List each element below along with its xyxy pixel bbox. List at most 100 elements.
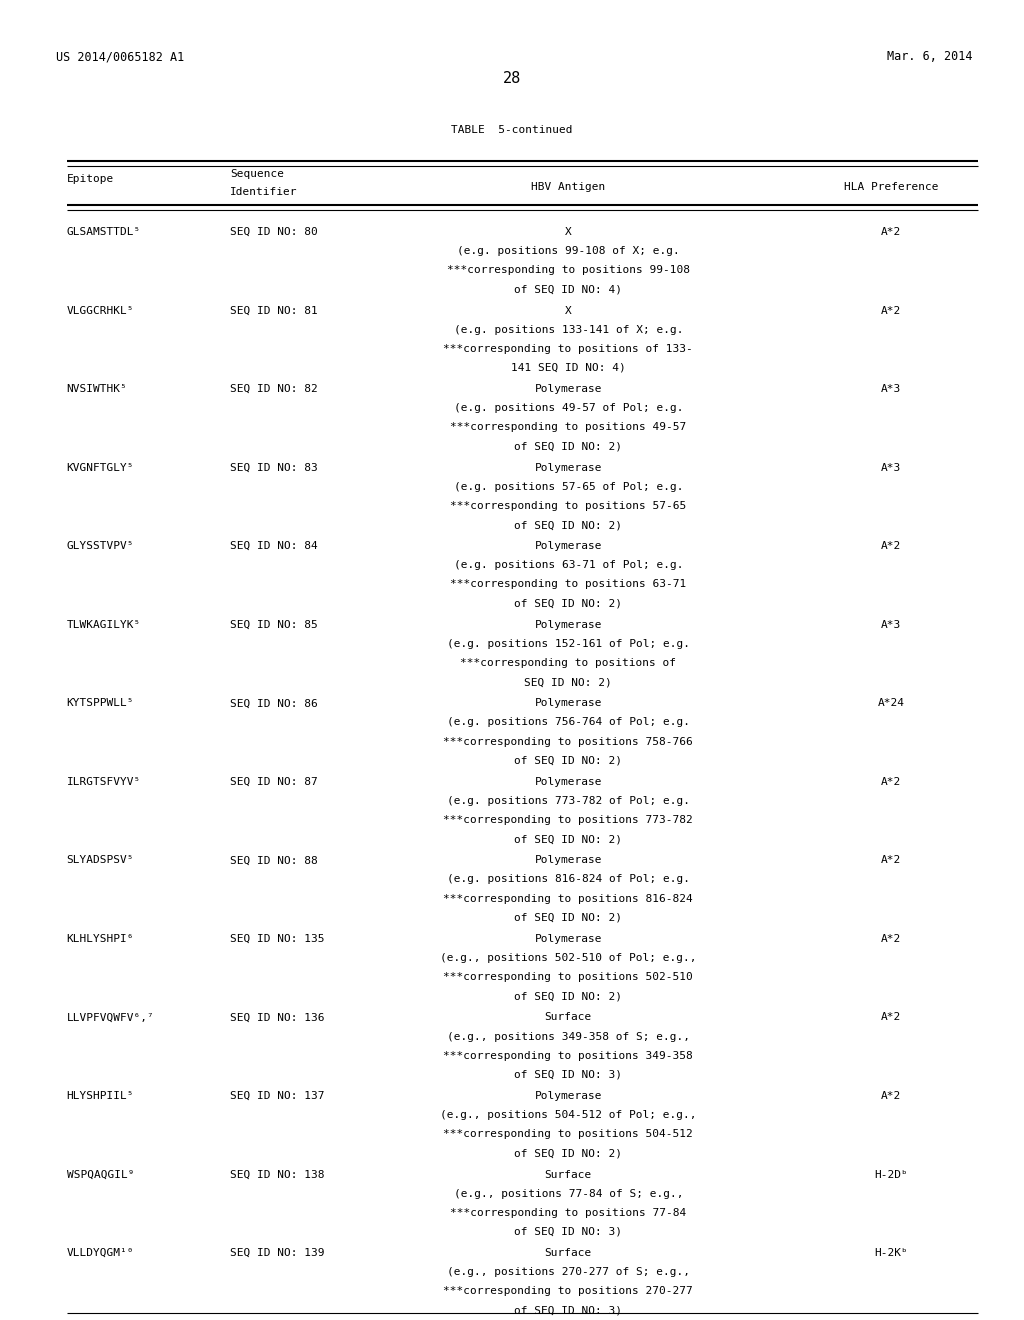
Text: SEQ ID NO: 85: SEQ ID NO: 85 xyxy=(230,620,318,630)
Text: SEQ ID NO: 87: SEQ ID NO: 87 xyxy=(230,776,318,787)
Text: SEQ ID NO: 88: SEQ ID NO: 88 xyxy=(230,855,318,866)
Text: SEQ ID NO: 83: SEQ ID NO: 83 xyxy=(230,463,318,473)
Text: 28: 28 xyxy=(503,71,521,86)
Text: of SEQ ID NO: 2): of SEQ ID NO: 2) xyxy=(514,834,623,845)
Text: of SEQ ID NO: 2): of SEQ ID NO: 2) xyxy=(514,913,623,923)
Text: VLGGCRHKL⁵: VLGGCRHKL⁵ xyxy=(67,306,134,315)
Text: (e.g., positions 77-84 of S; e.g.,: (e.g., positions 77-84 of S; e.g., xyxy=(454,1189,683,1199)
Text: of SEQ ID NO: 4): of SEQ ID NO: 4) xyxy=(514,285,623,294)
Text: ***corresponding to positions 63-71: ***corresponding to positions 63-71 xyxy=(451,579,686,590)
Text: VLLDYQGM¹⁰: VLLDYQGM¹⁰ xyxy=(67,1249,134,1258)
Text: Polymerase: Polymerase xyxy=(535,541,602,552)
Text: KVGNFTGLY⁵: KVGNFTGLY⁵ xyxy=(67,463,134,473)
Text: of SEQ ID NO: 2): of SEQ ID NO: 2) xyxy=(514,755,623,766)
Text: ***corresponding to positions 504-512: ***corresponding to positions 504-512 xyxy=(443,1130,693,1139)
Text: Polymerase: Polymerase xyxy=(535,384,602,395)
Text: A*2: A*2 xyxy=(881,227,901,238)
Text: A*3: A*3 xyxy=(881,620,901,630)
Text: HLYSHPIIL⁵: HLYSHPIIL⁵ xyxy=(67,1090,134,1101)
Text: ***corresponding to positions 773-782: ***corresponding to positions 773-782 xyxy=(443,816,693,825)
Text: SEQ ID NO: 138: SEQ ID NO: 138 xyxy=(230,1170,325,1180)
Text: (e.g. positions 63-71 of Pol; e.g.: (e.g. positions 63-71 of Pol; e.g. xyxy=(454,560,683,570)
Text: SEQ ID NO: 137: SEQ ID NO: 137 xyxy=(230,1090,325,1101)
Text: of SEQ ID NO: 2): of SEQ ID NO: 2) xyxy=(514,441,623,451)
Text: H-2Kᵇ: H-2Kᵇ xyxy=(874,1249,907,1258)
Text: of SEQ ID NO: 3): of SEQ ID NO: 3) xyxy=(514,1069,623,1080)
Text: A*2: A*2 xyxy=(881,776,901,787)
Text: (e.g. positions 773-782 of Pol; e.g.: (e.g. positions 773-782 of Pol; e.g. xyxy=(446,796,690,807)
Text: (e.g. positions 49-57 of Pol; e.g.: (e.g. positions 49-57 of Pol; e.g. xyxy=(454,404,683,413)
Text: of SEQ ID NO: 2): of SEQ ID NO: 2) xyxy=(514,599,623,609)
Text: WSPQAQGIL⁹: WSPQAQGIL⁹ xyxy=(67,1170,134,1180)
Text: KLHLYSHPI⁶: KLHLYSHPI⁶ xyxy=(67,935,134,944)
Text: of SEQ ID NO: 2): of SEQ ID NO: 2) xyxy=(514,1148,623,1159)
Text: SEQ ID NO: 84: SEQ ID NO: 84 xyxy=(230,541,318,552)
Text: SLYADSPSV⁵: SLYADSPSV⁵ xyxy=(67,855,134,866)
Text: NVSIWTHK⁵: NVSIWTHK⁵ xyxy=(67,384,127,395)
Text: ***corresponding to positions 349-358: ***corresponding to positions 349-358 xyxy=(443,1051,693,1061)
Text: A*2: A*2 xyxy=(881,855,901,866)
Text: US 2014/0065182 A1: US 2014/0065182 A1 xyxy=(56,50,184,63)
Text: Polymerase: Polymerase xyxy=(535,855,602,866)
Text: A*2: A*2 xyxy=(881,935,901,944)
Text: LLVPFVQWFV⁶,⁷: LLVPFVQWFV⁶,⁷ xyxy=(67,1012,155,1023)
Text: HBV Antigen: HBV Antigen xyxy=(531,182,605,193)
Text: TABLE  5-continued: TABLE 5-continued xyxy=(452,125,572,136)
Text: (e.g. positions 99-108 of X; e.g.: (e.g. positions 99-108 of X; e.g. xyxy=(457,246,680,256)
Text: SEQ ID NO: 81: SEQ ID NO: 81 xyxy=(230,306,318,315)
Text: ***corresponding to positions 758-766: ***corresponding to positions 758-766 xyxy=(443,737,693,747)
Text: A*24: A*24 xyxy=(878,698,904,709)
Text: ***corresponding to positions 99-108: ***corresponding to positions 99-108 xyxy=(446,265,690,276)
Text: A*2: A*2 xyxy=(881,1090,901,1101)
Text: (e.g. positions 133-141 of X; e.g.: (e.g. positions 133-141 of X; e.g. xyxy=(454,325,683,335)
Text: A*2: A*2 xyxy=(881,1012,901,1023)
Text: (e.g. positions 816-824 of Pol; e.g.: (e.g. positions 816-824 of Pol; e.g. xyxy=(446,875,690,884)
Text: Surface: Surface xyxy=(545,1170,592,1180)
Text: SEQ ID NO: 135: SEQ ID NO: 135 xyxy=(230,935,325,944)
Text: ***corresponding to positions 57-65: ***corresponding to positions 57-65 xyxy=(451,502,686,511)
Text: GLSAMSTTDL⁵: GLSAMSTTDL⁵ xyxy=(67,227,141,238)
Text: X: X xyxy=(565,227,571,238)
Text: of SEQ ID NO: 2): of SEQ ID NO: 2) xyxy=(514,520,623,531)
Text: TLWKAGILYK⁵: TLWKAGILYK⁵ xyxy=(67,620,141,630)
Text: SEQ ID NO: 139: SEQ ID NO: 139 xyxy=(230,1249,325,1258)
Text: 141 SEQ ID NO: 4): 141 SEQ ID NO: 4) xyxy=(511,363,626,374)
Text: A*2: A*2 xyxy=(881,306,901,315)
Text: Polymerase: Polymerase xyxy=(535,776,602,787)
Text: SEQ ID NO: 2): SEQ ID NO: 2) xyxy=(524,677,612,688)
Text: ***corresponding to positions of 133-: ***corresponding to positions of 133- xyxy=(443,345,693,354)
Text: A*3: A*3 xyxy=(881,384,901,395)
Text: (e.g. positions 152-161 of Pol; e.g.: (e.g. positions 152-161 of Pol; e.g. xyxy=(446,639,690,649)
Text: (e.g., positions 502-510 of Pol; e.g.,: (e.g., positions 502-510 of Pol; e.g., xyxy=(440,953,696,964)
Text: ***corresponding to positions of: ***corresponding to positions of xyxy=(461,659,676,668)
Text: (e.g. positions 57-65 of Pol; e.g.: (e.g. positions 57-65 of Pol; e.g. xyxy=(454,482,683,492)
Text: SEQ ID NO: 80: SEQ ID NO: 80 xyxy=(230,227,318,238)
Text: A*3: A*3 xyxy=(881,463,901,473)
Text: Identifier: Identifier xyxy=(230,187,298,198)
Text: Polymerase: Polymerase xyxy=(535,1090,602,1101)
Text: Mar. 6, 2014: Mar. 6, 2014 xyxy=(888,50,973,63)
Text: Polymerase: Polymerase xyxy=(535,620,602,630)
Text: GLYSSTVPV⁵: GLYSSTVPV⁵ xyxy=(67,541,134,552)
Text: Polymerase: Polymerase xyxy=(535,463,602,473)
Text: ***corresponding to positions 49-57: ***corresponding to positions 49-57 xyxy=(451,422,686,433)
Text: of SEQ ID NO: 3): of SEQ ID NO: 3) xyxy=(514,1228,623,1237)
Text: of SEQ ID NO: 2): of SEQ ID NO: 2) xyxy=(514,991,623,1002)
Text: H-2Dᵇ: H-2Dᵇ xyxy=(874,1170,907,1180)
Text: ILRGTSFVYV⁵: ILRGTSFVYV⁵ xyxy=(67,776,141,787)
Text: SEQ ID NO: 82: SEQ ID NO: 82 xyxy=(230,384,318,395)
Text: SEQ ID NO: 136: SEQ ID NO: 136 xyxy=(230,1012,325,1023)
Text: SEQ ID NO: 86: SEQ ID NO: 86 xyxy=(230,698,318,709)
Text: ***corresponding to positions 502-510: ***corresponding to positions 502-510 xyxy=(443,972,693,982)
Text: of SEQ ID NO: 3): of SEQ ID NO: 3) xyxy=(514,1305,623,1316)
Text: (e.g., positions 349-358 of S; e.g.,: (e.g., positions 349-358 of S; e.g., xyxy=(446,1032,690,1041)
Text: Sequence: Sequence xyxy=(230,169,285,180)
Text: ***corresponding to positions 816-824: ***corresponding to positions 816-824 xyxy=(443,894,693,904)
Text: Surface: Surface xyxy=(545,1012,592,1023)
Text: ***corresponding to positions 77-84: ***corresponding to positions 77-84 xyxy=(451,1208,686,1218)
Text: X: X xyxy=(565,306,571,315)
Text: Polymerase: Polymerase xyxy=(535,698,602,709)
Text: Epitope: Epitope xyxy=(67,174,114,185)
Text: KYTSPPWLL⁵: KYTSPPWLL⁵ xyxy=(67,698,134,709)
Text: (e.g. positions 756-764 of Pol; e.g.: (e.g. positions 756-764 of Pol; e.g. xyxy=(446,718,690,727)
